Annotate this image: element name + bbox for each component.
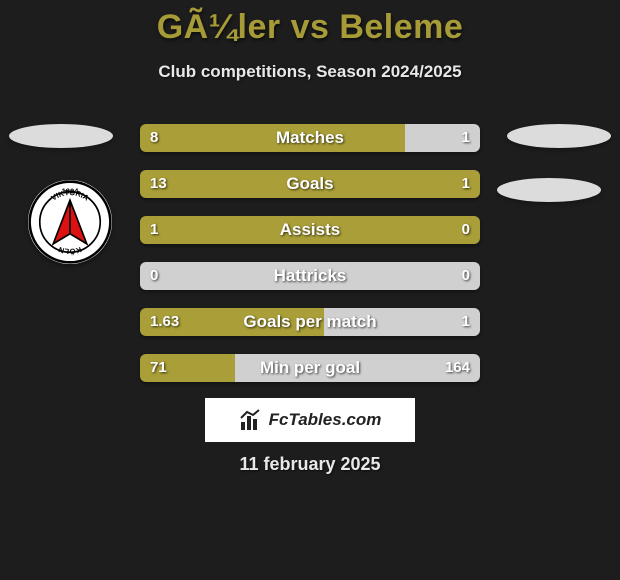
value-left: 0 xyxy=(150,262,158,290)
player-ellipse-1 xyxy=(507,124,611,148)
player-ellipse-0 xyxy=(9,124,113,148)
stat-row-assists: Assists1 0 xyxy=(140,216,480,244)
stat-row-matches: Matches8 1 xyxy=(140,124,480,152)
club-logo-viktoria-koeln: 1904 VIKTORIA KÖLN xyxy=(28,180,112,264)
bar-label: Min per goal xyxy=(140,354,480,382)
bar-label: Hattricks xyxy=(140,262,480,290)
attribution-badge: FcTables.com xyxy=(205,398,415,442)
value-right: 1 xyxy=(462,124,470,152)
value-right: 1 xyxy=(462,170,470,198)
value-left: 1.63 xyxy=(150,308,179,336)
value-left: 8 xyxy=(150,124,158,152)
value-left: 71 xyxy=(150,354,167,382)
bar-label: Matches xyxy=(140,124,480,152)
value-right: 164 xyxy=(445,354,470,382)
bar-label: Goals per match xyxy=(140,308,480,336)
attribution-text: FcTables.com xyxy=(269,410,382,430)
stat-row-min-per-goal: Min per goal71 164 xyxy=(140,354,480,382)
bar-label: Goals xyxy=(140,170,480,198)
value-left: 1 xyxy=(150,216,158,244)
player-ellipse-2 xyxy=(497,178,601,202)
page-subtitle: Club competitions, Season 2024/2025 xyxy=(0,62,620,82)
date-text: 11 february 2025 xyxy=(0,454,620,475)
value-right: 0 xyxy=(462,216,470,244)
comparison-bars: Matches81Goals131Assists10Hattricks00Goa… xyxy=(140,124,480,400)
stat-row-goals-per-match: Goals per match1.63 1 xyxy=(140,308,480,336)
value-right: 1 xyxy=(462,308,470,336)
chart-icon xyxy=(239,408,263,432)
bar-label: Assists xyxy=(140,216,480,244)
page-title: GÃ¼ler vs Beleme xyxy=(0,8,620,47)
stat-row-goals: Goals13 1 xyxy=(140,170,480,198)
comparison-infographic: GÃ¼ler vs Beleme Club competitions, Seas… xyxy=(0,0,620,580)
stat-row-hattricks: Hattricks0 0 xyxy=(140,262,480,290)
value-left: 13 xyxy=(150,170,167,198)
value-right: 0 xyxy=(462,262,470,290)
